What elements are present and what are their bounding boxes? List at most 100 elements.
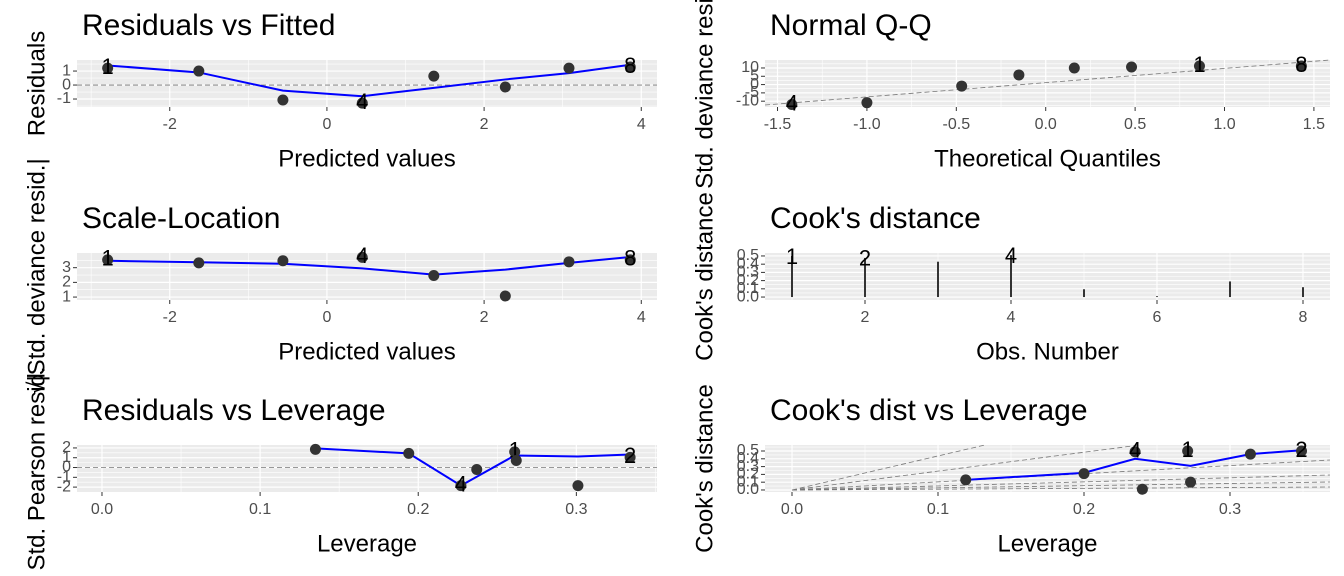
y-tick-label: 0.0 (737, 481, 759, 498)
contour-line (791, 474, 1331, 491)
y-tick-label: -1 (57, 469, 71, 486)
point (1295, 60, 1307, 72)
x-tick-label: 0 (322, 116, 331, 133)
x-tick-label: 2 (480, 309, 489, 326)
y-tick-label: 5 (750, 67, 759, 84)
point (403, 447, 415, 459)
point-label: 1 (1182, 437, 1194, 462)
point-label: 8 (1295, 52, 1307, 77)
y-tick-label: 0.5 (737, 442, 759, 459)
point (193, 257, 205, 269)
point (1136, 483, 1148, 495)
point-label: 8 (624, 53, 636, 78)
y-tick-label: 0.0 (737, 288, 759, 305)
point (1193, 60, 1205, 72)
point-label: 2 (1295, 437, 1307, 462)
point-label: 1 (102, 54, 114, 79)
y-axis-title: Cook's distance (691, 384, 718, 553)
x-tick-label: -1.0 (853, 116, 881, 133)
point (499, 290, 511, 302)
point (786, 99, 798, 111)
y-tick-label: 0.2 (737, 466, 759, 483)
point (960, 474, 972, 486)
point (624, 451, 636, 463)
smooth-line (315, 447, 631, 487)
point (624, 254, 636, 266)
point (1129, 446, 1141, 458)
x-tick-label: 2 (480, 116, 489, 133)
x-tick-label: 8 (1299, 309, 1308, 326)
panel-background (77, 253, 657, 300)
point (471, 463, 483, 475)
panel-background (765, 445, 1330, 492)
x-axis-title: Predicted values (278, 145, 455, 172)
point (309, 443, 321, 455)
y-tick-label: -1 (57, 90, 71, 107)
y-axis-title: Std. deviance resid. (691, 0, 718, 189)
y-tick-label: 3 (62, 259, 71, 276)
point (956, 80, 968, 92)
x-tick-label: 0.0 (91, 501, 113, 518)
point-label: 4 (786, 90, 798, 115)
x-tick-label: 0.0 (781, 501, 803, 518)
y-tick-label: 0 (62, 76, 71, 93)
point-label: 1 (786, 244, 798, 269)
qq-reference-line (764, 59, 1331, 106)
point (1244, 448, 1256, 460)
panel-title: Residuals vs Leverage (82, 394, 386, 427)
y-tick-label: 0.1 (737, 280, 759, 297)
point (1182, 445, 1194, 457)
y-tick-label: 0.3 (737, 458, 759, 475)
y-tick-label: -2 (57, 478, 71, 495)
point (563, 62, 575, 74)
point (1013, 69, 1025, 81)
y-tick-label: 0.5 (737, 247, 759, 264)
contour-line (791, 444, 986, 491)
point (356, 97, 368, 109)
contour-line (791, 459, 1331, 491)
point-label: 2 (624, 443, 636, 468)
point (1078, 468, 1090, 480)
contour-line (791, 444, 1141, 491)
y-tick-label: 2 (62, 439, 71, 456)
y-tick-label: 0.4 (737, 450, 759, 467)
x-tick-label: 1.0 (1213, 116, 1235, 133)
point (356, 251, 368, 263)
point (428, 70, 440, 82)
y-tick-label: 1 (62, 288, 71, 305)
point-label: 1 (102, 246, 114, 271)
x-tick-label: 0.3 (1219, 501, 1241, 518)
x-axis-title: Predicted values (278, 338, 455, 365)
panel-title: Normal Q-Q (770, 9, 932, 42)
x-tick-label: 0.1 (927, 501, 949, 518)
panel-title: Cook's dist vs Leverage (770, 394, 1088, 427)
x-tick-label: 4 (1007, 309, 1016, 326)
x-tick-label: 1.5 (1303, 116, 1325, 133)
point-label: 4 (356, 89, 368, 114)
point (455, 480, 467, 492)
panel-title: Residuals vs Fitted (82, 9, 335, 42)
point (509, 446, 521, 458)
y-tick-label: 2 (62, 274, 71, 291)
point (624, 61, 636, 73)
point (193, 65, 205, 77)
x-tick-label: -0.5 (943, 116, 971, 133)
y-axis-title: Cook's distance (691, 192, 718, 361)
y-tick-label: 0 (62, 459, 71, 476)
point (277, 94, 289, 106)
y-axis-title: √|Std. deviance resid.| (23, 158, 50, 394)
y-tick-label: 0.1 (737, 473, 759, 490)
smooth-line (107, 63, 631, 98)
point (572, 480, 584, 492)
point (1126, 61, 1138, 73)
x-tick-label: 6 (1153, 309, 1162, 326)
point-label: 4 (455, 471, 467, 496)
point (102, 254, 114, 266)
x-tick-label: 0.5 (1124, 116, 1146, 133)
contour-line (791, 486, 1331, 491)
x-tick-label: 0 (322, 309, 331, 326)
smooth-line (965, 449, 1302, 481)
y-tick-label: 1 (62, 62, 71, 79)
y-tick-label: 10 (741, 59, 759, 76)
